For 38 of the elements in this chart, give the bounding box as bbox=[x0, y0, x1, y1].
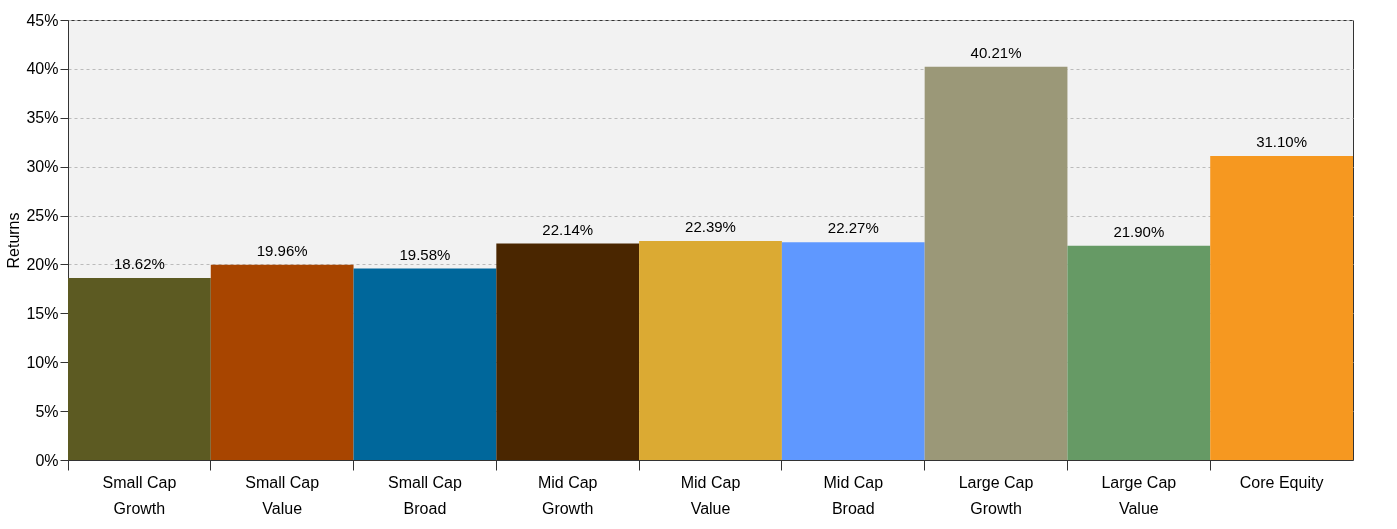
x-tick-label: Mid Cap Broad bbox=[823, 473, 884, 517]
y-tick-label: 15% bbox=[26, 304, 59, 322]
data-label: 19.58% bbox=[399, 245, 451, 263]
y-tick-label: 45% bbox=[26, 11, 59, 29]
y-tick-label: 10% bbox=[26, 353, 59, 371]
y-axis-title: Returns bbox=[5, 212, 23, 269]
data-label: 22.39% bbox=[685, 218, 736, 236]
data-label: 31.10% bbox=[1256, 132, 1308, 150]
x-tick-label: Mid Cap Growth bbox=[537, 473, 598, 517]
bar bbox=[1210, 155, 1353, 460]
bar bbox=[496, 243, 640, 460]
x-tick-label: Large Cap Growth bbox=[958, 473, 1034, 517]
bar bbox=[924, 66, 1068, 460]
bar bbox=[210, 264, 354, 460]
data-label: 22.14% bbox=[542, 220, 594, 238]
data-label: 19.96% bbox=[256, 241, 308, 259]
x-tick-label: Small Cap Value bbox=[245, 473, 320, 517]
data-label: 40.21% bbox=[970, 43, 1022, 61]
y-tick-label: 35% bbox=[26, 109, 59, 127]
data-label: 21.90% bbox=[1113, 222, 1165, 240]
data-label: 18.62% bbox=[113, 254, 165, 272]
x-tick-label: Small Cap Broad bbox=[388, 473, 462, 517]
y-tick-label: 25% bbox=[26, 207, 59, 225]
x-tick-label: Mid Cap Value bbox=[680, 473, 741, 517]
y-tick-label: 0% bbox=[35, 451, 59, 469]
y-tick-label: 20% bbox=[26, 255, 59, 273]
y-tick-label: 5% bbox=[35, 402, 59, 420]
bar bbox=[781, 242, 925, 460]
y-tick-label: 30% bbox=[26, 158, 59, 176]
bar bbox=[1067, 245, 1211, 460]
data-label: 22.27% bbox=[827, 219, 879, 237]
x-tick-label: Small Cap Growth bbox=[102, 473, 177, 517]
y-tick-label: 40% bbox=[26, 60, 59, 78]
bar bbox=[68, 277, 211, 460]
bar bbox=[353, 268, 497, 460]
x-tick-label: Large Cap Value bbox=[1101, 473, 1177, 517]
x-tick-label: Core Equity bbox=[1239, 473, 1324, 491]
bar bbox=[639, 241, 782, 460]
